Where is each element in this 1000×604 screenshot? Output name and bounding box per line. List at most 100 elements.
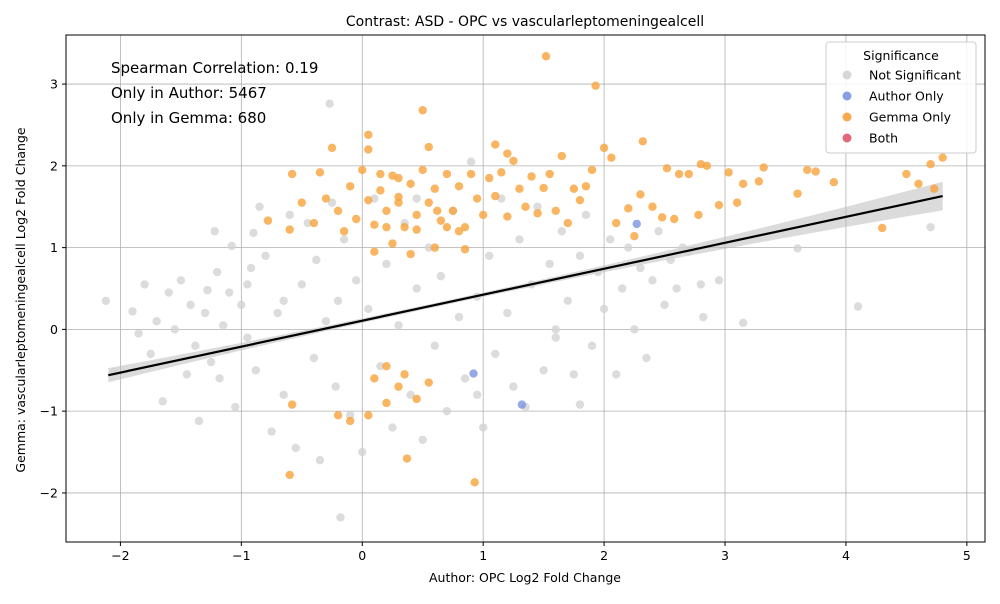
point-gemma-only <box>327 143 337 153</box>
point-not-significant <box>225 288 234 297</box>
x-axis-ticks: −2 −1 0 1 2 3 4 5 <box>111 542 971 563</box>
point-not-significant <box>738 318 748 328</box>
point-not-significant <box>436 272 446 281</box>
point-not-significant <box>430 341 440 350</box>
point-gemma-only <box>287 169 297 179</box>
point-gemma-only <box>793 189 802 198</box>
x-tick-label: 2 <box>600 548 608 563</box>
point-not-significant <box>696 280 706 289</box>
point-gemma-only <box>491 140 500 149</box>
x-axis-label: Author: OPC Log2 Fold Change <box>429 570 621 585</box>
point-gemma-only <box>545 169 554 179</box>
point-gemma-only <box>694 210 703 220</box>
legend-label-gemma-only: Gemma Only <box>869 110 952 125</box>
point-gemma-only <box>696 160 706 169</box>
y-axis-ticks: −2 −1 0 1 2 3 <box>40 77 66 500</box>
legend-label-both: Both <box>869 131 898 146</box>
point-not-significant <box>648 276 657 285</box>
point-gemma-only <box>376 169 385 179</box>
point-not-significant <box>472 390 482 400</box>
point-not-significant <box>660 300 669 310</box>
point-gemma-only <box>754 177 764 186</box>
y-tick-label: 1 <box>50 240 58 255</box>
x-tick-label: −2 <box>111 548 129 563</box>
x-tick-label: 0 <box>358 548 366 563</box>
point-gemma-only <box>382 361 391 371</box>
point-gemma-only <box>581 182 591 191</box>
point-not-significant <box>382 259 391 269</box>
point-not-significant <box>454 312 464 322</box>
point-gemma-only <box>287 400 297 409</box>
point-gemma-only <box>400 370 409 379</box>
point-not-significant <box>388 423 397 432</box>
y-axis-label: Gemma: vascularleptomeningealcell Log2 F… <box>13 127 28 472</box>
point-gemma-only <box>684 169 693 179</box>
legend-title: Significance <box>863 48 939 63</box>
point-not-significant <box>312 255 321 265</box>
point-not-significant <box>327 198 337 207</box>
y-tick-label: −2 <box>40 485 58 500</box>
legend-box <box>825 41 977 154</box>
point-not-significant <box>618 284 627 293</box>
legend-label-not-significant: Not Significant <box>869 68 961 83</box>
point-not-significant <box>170 325 180 334</box>
point-gemma-only <box>333 206 343 216</box>
point-not-significant <box>575 400 585 409</box>
point-not-significant <box>227 241 236 251</box>
point-gemma-only <box>624 204 633 213</box>
annotation-spearman: Spearman Correlation: 0.19 <box>111 59 318 77</box>
point-gemma-only <box>521 202 530 211</box>
point-not-significant <box>261 251 270 260</box>
point-gemma-only <box>657 213 667 222</box>
point-gemma-only <box>630 231 639 241</box>
point-gemma-only <box>670 214 679 224</box>
point-not-significant <box>551 325 560 334</box>
regression-line-stroke <box>108 195 943 377</box>
x-tick-label: 5 <box>963 548 971 563</box>
point-not-significant <box>460 374 470 383</box>
point-not-significant <box>333 296 343 305</box>
point-not-significant <box>478 423 488 432</box>
point-gemma-only <box>382 222 391 232</box>
point-gemma-only <box>732 198 742 207</box>
point-gemma-only <box>636 190 645 199</box>
point-gemma-only <box>388 239 397 248</box>
point-not-significant <box>315 456 325 465</box>
point-author-only <box>517 400 527 409</box>
point-not-significant <box>539 366 548 375</box>
point-gemma-only <box>648 202 657 211</box>
point-gemma-only <box>309 218 319 228</box>
point-not-significant <box>331 382 340 391</box>
point-gemma-only <box>382 398 391 408</box>
point-not-significant <box>587 341 597 350</box>
point-gemma-only <box>315 168 325 177</box>
point-not-significant <box>339 235 349 244</box>
point-gemma-only <box>674 169 684 179</box>
point-gemma-only <box>460 245 470 254</box>
point-gemma-only <box>364 195 373 205</box>
point-not-significant <box>678 243 687 252</box>
point-not-significant <box>515 235 524 244</box>
point-gemma-only <box>345 182 355 191</box>
point-not-significant <box>255 202 264 211</box>
point-gemma-only <box>448 206 458 216</box>
point-not-significant <box>533 202 542 211</box>
point-not-significant <box>128 307 137 316</box>
point-gemma-only <box>478 210 488 220</box>
point-not-significant <box>611 370 621 379</box>
point-gemma-only <box>527 172 536 181</box>
legend-entries: Not Significant Author Only Gemma Only Both <box>842 68 961 146</box>
point-gemma-only <box>321 194 331 203</box>
point-not-significant <box>243 280 252 289</box>
x-tick-label: 1 <box>479 548 487 563</box>
point-not-significant <box>134 329 143 338</box>
point-gemma-only <box>563 218 573 228</box>
point-gemma-only <box>587 165 597 175</box>
point-not-significant <box>551 333 560 342</box>
point-not-significant <box>672 284 681 293</box>
point-not-significant <box>279 296 288 305</box>
point-gemma-only <box>938 153 947 162</box>
legend-label-author-only: Author Only <box>869 89 944 104</box>
point-not-significant <box>249 228 258 238</box>
